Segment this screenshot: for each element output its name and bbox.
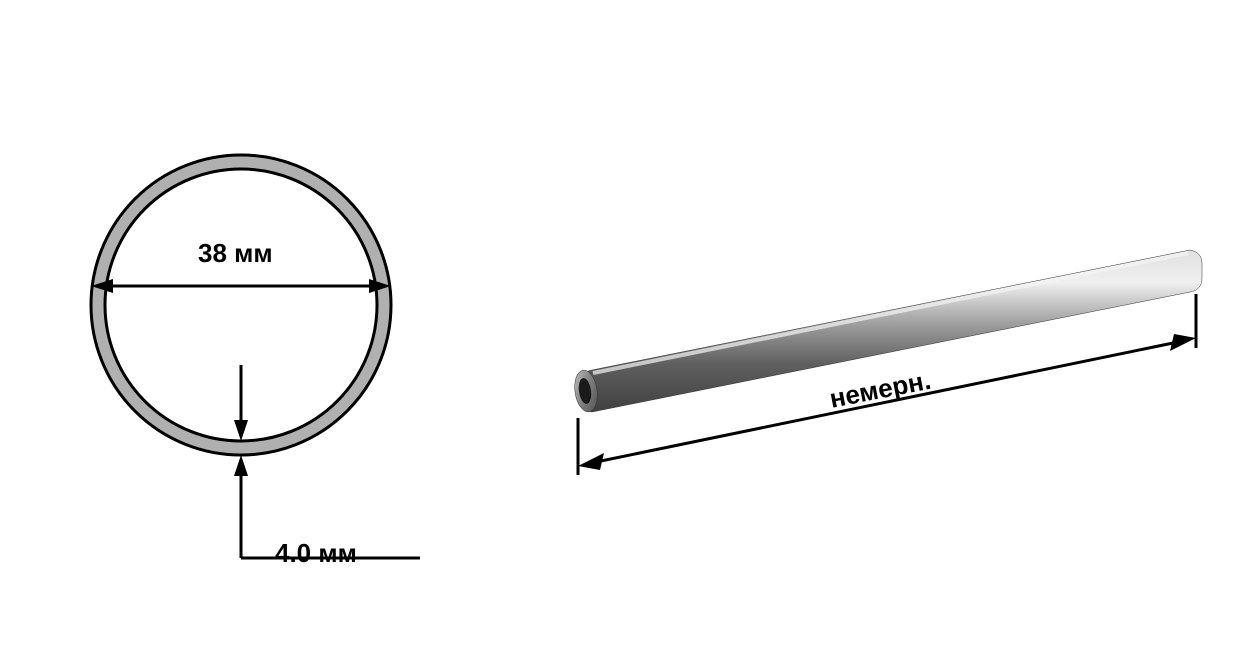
length-arrow-left (578, 453, 604, 470)
length-arrow-right (1170, 334, 1196, 351)
diameter-label: 38 мм (198, 238, 273, 269)
cross-section-group (91, 155, 420, 558)
diagram-svg (0, 0, 1240, 660)
thickness-label: 4.0 мм (275, 538, 357, 569)
thickness-lower-arrow (234, 455, 248, 476)
diagram-canvas: 38 мм 4.0 мм немерн. (0, 0, 1240, 660)
tube-view-group (572, 250, 1202, 475)
tube-highlight (593, 253, 1188, 373)
